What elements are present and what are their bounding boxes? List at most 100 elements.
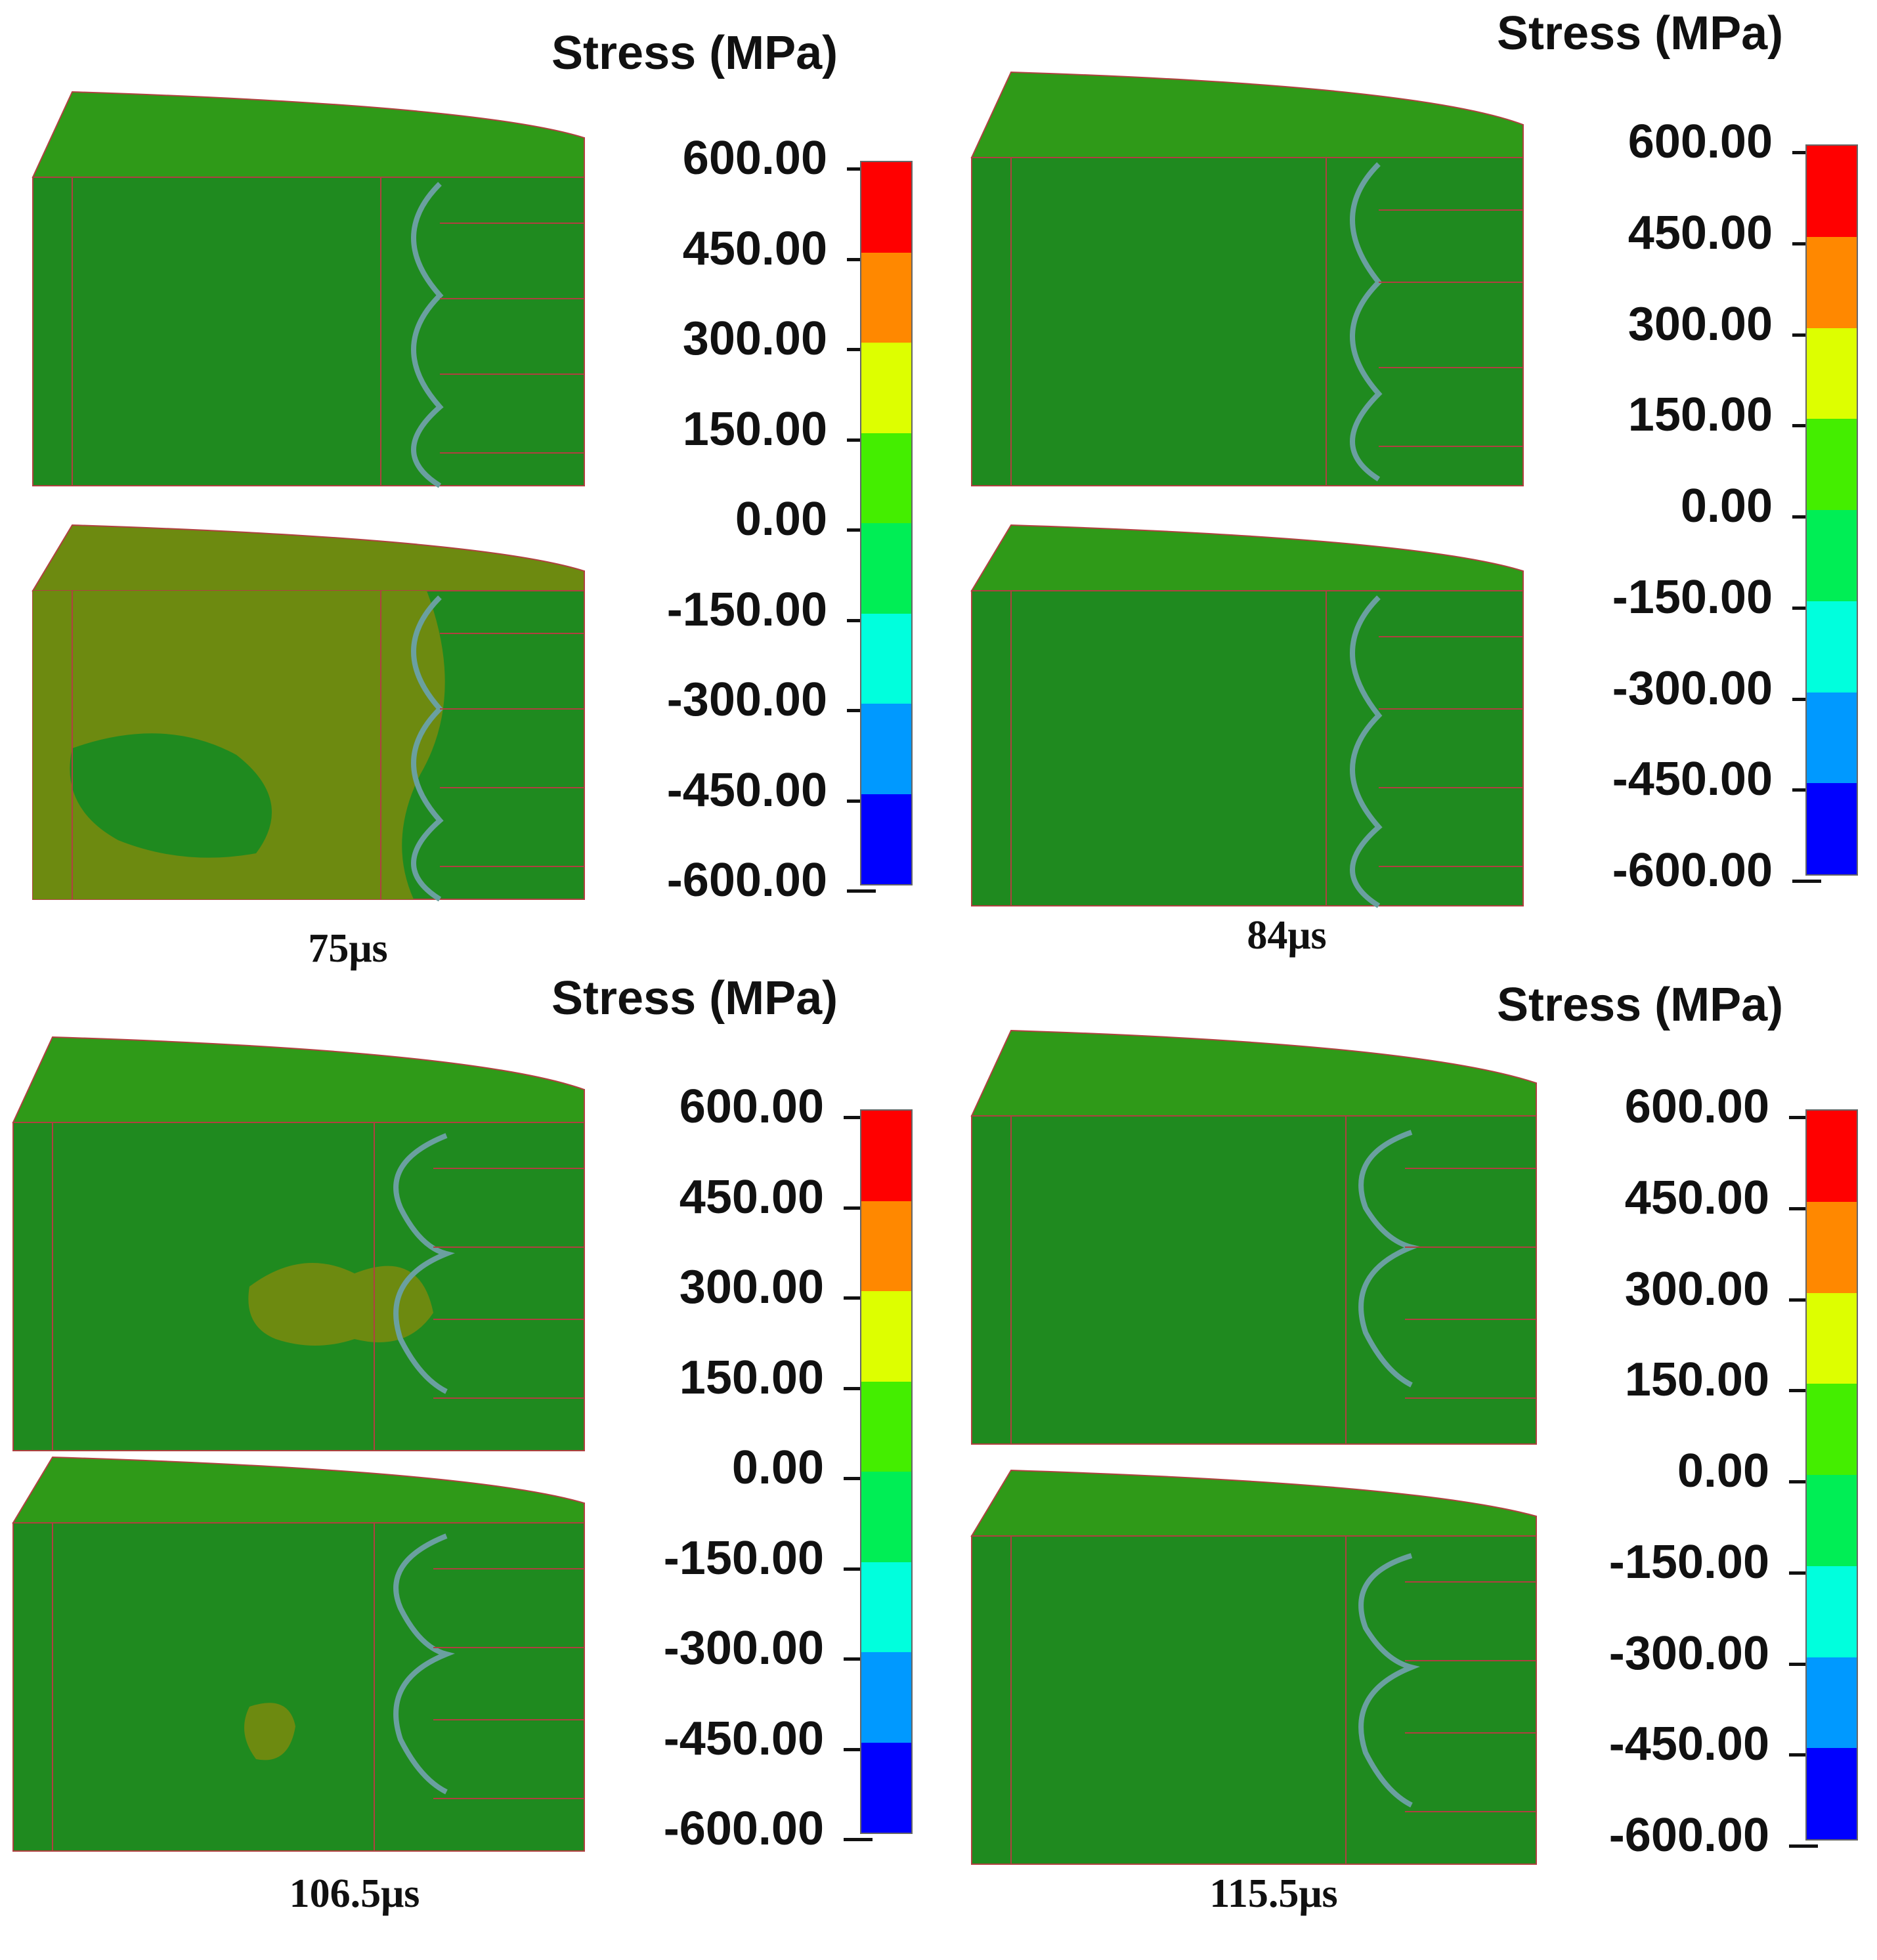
legend-tick-mark bbox=[844, 1296, 873, 1300]
panel-84us: Stress (MPa) 600.00 450.00 300.00 150.00 0.0… bbox=[959, 7, 1877, 978]
color-bar-segment bbox=[861, 252, 911, 343]
legend-tick-mark bbox=[1789, 1571, 1818, 1575]
color-bar bbox=[860, 161, 913, 885]
legend-tick-label: -450.00 bbox=[663, 1712, 824, 1765]
color-bar-segment bbox=[861, 433, 911, 523]
legend-tick-label: 0.00 bbox=[1677, 1445, 1769, 1497]
legend-tick-label: 150.00 bbox=[1624, 1353, 1769, 1407]
legend-tick-label: -300.00 bbox=[666, 673, 827, 726]
legend-tick-label: -600.00 bbox=[1608, 1809, 1769, 1862]
panel-106-5us: Stress (MPa) 600.00 450.00 300.00 150.00 0.0… bbox=[12, 971, 945, 1943]
legend-tick-label: 300.00 bbox=[679, 1261, 824, 1313]
legend-tick-mark bbox=[1789, 1753, 1818, 1757]
color-bar-segment bbox=[1807, 601, 1857, 692]
legend-title: Stress (MPa) bbox=[551, 972, 838, 1025]
legend-tick-label: 300.00 bbox=[1624, 1262, 1769, 1315]
panel-115-5us: Stress (MPa) 600.00 450.00 300.00 150.00 0.0… bbox=[959, 965, 1877, 1936]
legend-tick-label: 600.00 bbox=[679, 1080, 824, 1133]
legend-tick-mark bbox=[844, 1567, 873, 1571]
color-bar-segment bbox=[861, 343, 911, 433]
color-bar-segment bbox=[861, 523, 911, 614]
color-bar-segment bbox=[1807, 1566, 1857, 1657]
stress-contour-lower-block bbox=[970, 1469, 1537, 1865]
legend-tick-label: 450.00 bbox=[1628, 206, 1773, 259]
color-bar-segment bbox=[1807, 1384, 1857, 1475]
legend-tick-label: 450.00 bbox=[1624, 1171, 1769, 1224]
color-bar bbox=[860, 1109, 913, 1834]
legend-tick-label: 0.00 bbox=[1680, 480, 1773, 532]
legend-tick-label: 450.00 bbox=[679, 1170, 824, 1224]
legend-tick-mark bbox=[1789, 1480, 1818, 1483]
color-bar-segment bbox=[861, 1111, 911, 1201]
color-bar-segment bbox=[1807, 1292, 1857, 1384]
stress-contour-lower-block bbox=[12, 1456, 585, 1852]
legend-tick-label: 0.00 bbox=[731, 1441, 824, 1494]
legend-tick-mark bbox=[844, 1477, 873, 1480]
color-bar-segment bbox=[861, 1472, 911, 1562]
legend-tick-mark bbox=[844, 1657, 873, 1661]
legend-tick-label: 450.00 bbox=[682, 222, 827, 275]
panel-75us: Stress (MPa) 600.00 450.00 300.00 150.00 0.0… bbox=[20, 26, 952, 998]
stress-contour-upper-block bbox=[12, 1036, 585, 1451]
legend-tick-label: 300.00 bbox=[682, 312, 827, 365]
color-bar-segment bbox=[861, 1291, 911, 1382]
legend-tick-label: -300.00 bbox=[1608, 1627, 1769, 1680]
stress-contour-lower-block bbox=[32, 524, 585, 902]
legend-tick-mark bbox=[844, 1747, 873, 1751]
color-bar-segment bbox=[1807, 1748, 1857, 1839]
color-bar-segment bbox=[1807, 1657, 1857, 1749]
legend-tick-mark bbox=[844, 1206, 873, 1210]
color-bar-segment bbox=[1807, 1475, 1857, 1566]
legend-tick-label: 600.00 bbox=[1628, 116, 1773, 168]
legend-tick-mark bbox=[844, 1838, 873, 1841]
legend-tick-mark bbox=[1789, 1116, 1818, 1119]
color-bar-segment bbox=[861, 1742, 911, 1833]
color-bar-segment bbox=[861, 1201, 911, 1291]
color-bar-segment bbox=[861, 1562, 911, 1652]
legend-tick-mark bbox=[1789, 1844, 1818, 1848]
color-bar-segment bbox=[1807, 328, 1857, 419]
color-bar-segment bbox=[1807, 510, 1857, 601]
color-bar-segment bbox=[861, 1381, 911, 1472]
legend-title: Stress (MPa) bbox=[551, 27, 838, 79]
legend-tick-label: -450.00 bbox=[666, 763, 827, 817]
legend-tick-label: -450.00 bbox=[1608, 1718, 1769, 1771]
legend-tick-label: -600.00 bbox=[666, 854, 827, 906]
stress-contour-upper-block bbox=[970, 71, 1524, 486]
legend-tick-label: 150.00 bbox=[679, 1351, 824, 1404]
legend-tick-label: 150.00 bbox=[1628, 389, 1773, 442]
time-label: 75μs bbox=[308, 926, 388, 971]
legend-tick-mark bbox=[1789, 1298, 1818, 1302]
color-bar-segment bbox=[861, 613, 911, 704]
color-bar-segment bbox=[1807, 236, 1857, 328]
stress-contour-upper-block bbox=[970, 1029, 1537, 1445]
legend-tick-label: -150.00 bbox=[1612, 570, 1773, 624]
color-bar-segment bbox=[1807, 419, 1857, 510]
color-bar bbox=[1805, 144, 1858, 876]
color-bar-segment bbox=[861, 794, 911, 884]
color-bar-segment bbox=[1807, 146, 1857, 237]
legend-tick-label: -600.00 bbox=[1612, 844, 1773, 897]
legend-tick-label: -150.00 bbox=[663, 1531, 824, 1585]
legend-tick-label: 150.00 bbox=[682, 402, 827, 456]
legend-tick-mark bbox=[844, 1386, 873, 1390]
color-bar-segment bbox=[861, 162, 911, 253]
time-label: 84μs bbox=[1247, 913, 1327, 958]
legend-tick-label: -300.00 bbox=[663, 1622, 824, 1674]
legend-title: Stress (MPa) bbox=[1497, 7, 1784, 60]
color-bar-segment bbox=[1807, 783, 1857, 874]
legend-tick-label: -450.00 bbox=[1612, 753, 1773, 806]
legend-tick-mark bbox=[1792, 880, 1821, 883]
time-label: 106.5μs bbox=[289, 1871, 420, 1916]
legend-tick-mark bbox=[1789, 1389, 1818, 1393]
legend-tick-label: 600.00 bbox=[682, 132, 827, 184]
legend-title: Stress (MPa) bbox=[1497, 979, 1784, 1031]
legend-tick-label: 300.00 bbox=[1628, 297, 1773, 351]
color-bar-segment bbox=[1807, 1201, 1857, 1293]
legend-tick-label: 0.00 bbox=[735, 493, 827, 545]
legend-tick-label: -150.00 bbox=[666, 583, 827, 636]
legend-tick-mark bbox=[844, 1116, 873, 1119]
stress-contour-lower-block bbox=[970, 524, 1524, 908]
legend-tick-label: -300.00 bbox=[1612, 662, 1773, 715]
legend-tick-mark bbox=[1789, 1206, 1818, 1210]
